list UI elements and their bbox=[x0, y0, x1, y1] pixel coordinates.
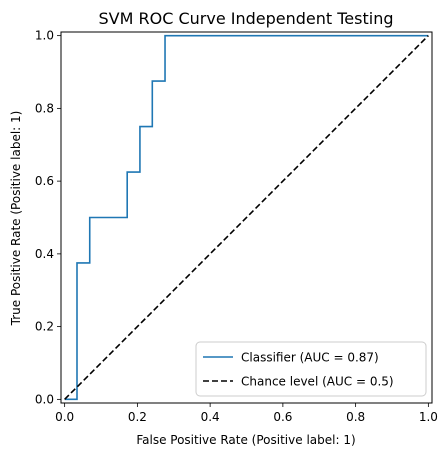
y-tick-label: 0.6 bbox=[35, 174, 54, 188]
x-tick-label: 0.6 bbox=[273, 410, 292, 424]
y-tick-label: 0.4 bbox=[35, 247, 54, 261]
x-tick-label: 0.8 bbox=[346, 410, 365, 424]
plot-area bbox=[64, 34, 429, 401]
legend-chance-label: Chance level (AUC = 0.5) bbox=[241, 375, 394, 389]
plot-frame bbox=[60, 31, 433, 404]
classifier-roc-curve bbox=[64, 34, 429, 401]
axis-ticks: 0.0 0.2 0.4 0.6 0.8 1.0 0.0 0.2 0.4 0.6 0.8 1.0 bbox=[35, 29, 438, 424]
chance-level-line bbox=[64, 35, 429, 400]
legend-box bbox=[195, 341, 427, 397]
x-tick-label: 0.2 bbox=[128, 410, 147, 424]
y-tick-label: 0.8 bbox=[35, 101, 54, 115]
legend-classifier-label: Classifier (AUC = 0.87) bbox=[241, 351, 379, 365]
x-tick-label: 0.0 bbox=[55, 410, 74, 424]
legend: Classifier (AUC = 0.87) Chance level (AU… bbox=[195, 341, 427, 397]
y-tick-label: 1.0 bbox=[35, 29, 54, 43]
x-axis-label: False Positive Rate (Positive label: 1) bbox=[136, 433, 355, 447]
x-tick-label: 0.4 bbox=[201, 410, 220, 424]
y-tick-label: 0.2 bbox=[35, 320, 54, 334]
y-tick-label: 0.0 bbox=[35, 392, 54, 406]
y-axis-label: True Positive Rate (Positive label: 1) bbox=[9, 111, 23, 327]
x-tick-label: 1.0 bbox=[419, 410, 438, 424]
chart-title: SVM ROC Curve Independent Testing bbox=[99, 9, 394, 28]
